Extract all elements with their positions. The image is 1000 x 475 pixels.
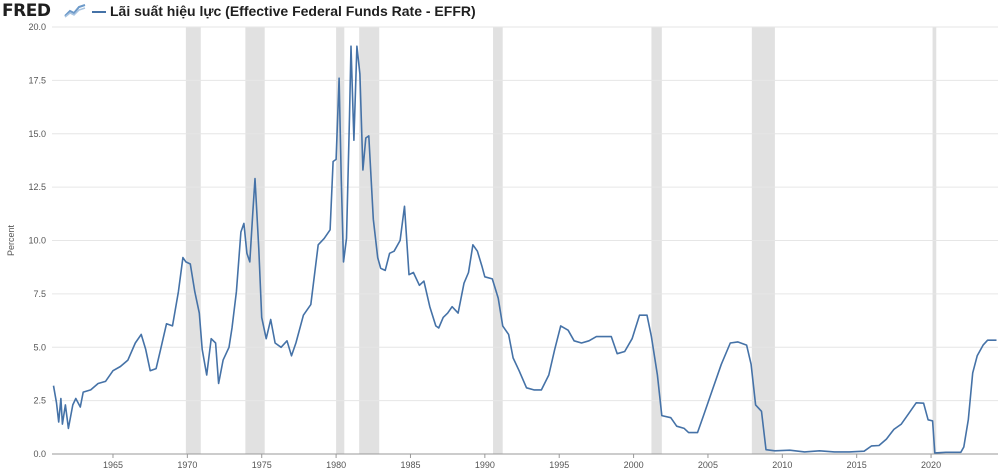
y-tick-label: 12.5 [28,182,46,192]
y-tick-label: 5.0 [33,342,46,352]
chart-header: FRED Lãi suất hiệu lực (Effective Federa… [0,0,1000,26]
x-tick-label: 1995 [549,460,569,470]
fred-logo: FRED [2,1,51,21]
x-tick-label: 1965 [103,460,123,470]
x-tick-label: 1985 [400,460,420,470]
legend-series-name: Lãi suất hiệu lực (Effective Federal Fun… [110,3,476,19]
x-tick-label: 2005 [698,460,718,470]
x-tick-label: 2000 [624,460,644,470]
legend-swatch [92,11,106,13]
series-line-effr [52,45,997,454]
x-tick-label: 1975 [252,460,272,470]
y-tick-label: 10.0 [28,236,46,246]
y-tick-label: 17.5 [28,75,46,85]
x-tick-label: 1970 [177,460,197,470]
x-tick-label: 2015 [847,460,867,470]
y-tick-label: 0.0 [33,449,46,459]
x-tick-label: 1990 [475,460,495,470]
x-tick-label: 2010 [772,460,792,470]
line-chart-icon [64,4,86,18]
x-tick-label: 1980 [326,460,346,470]
y-tick-label: 15.0 [28,129,46,139]
y-axis-title: Percent [6,224,16,256]
x-tick-label: 2020 [921,460,941,470]
y-tick-label: 7.5 [33,289,46,299]
y-tick-label: 2.5 [33,396,46,406]
y-tick-label: 20.0 [28,22,46,32]
